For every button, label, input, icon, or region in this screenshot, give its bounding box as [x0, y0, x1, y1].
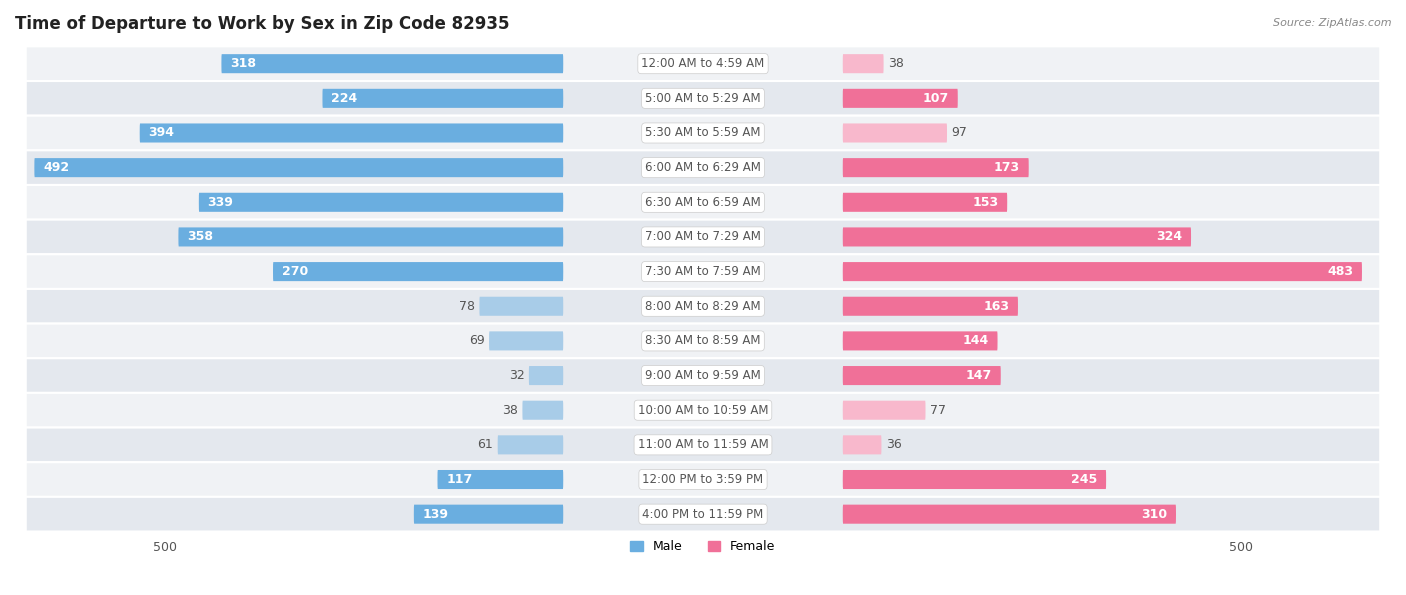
FancyBboxPatch shape [25, 428, 1381, 462]
Text: 144: 144 [963, 334, 988, 347]
Text: 324: 324 [1156, 230, 1182, 243]
Text: 117: 117 [446, 473, 472, 486]
FancyBboxPatch shape [498, 436, 564, 455]
Text: Source: ZipAtlas.com: Source: ZipAtlas.com [1274, 18, 1392, 28]
FancyBboxPatch shape [842, 505, 1175, 524]
FancyBboxPatch shape [139, 123, 564, 143]
FancyBboxPatch shape [479, 297, 564, 316]
FancyBboxPatch shape [842, 158, 1029, 177]
Text: 6:30 AM to 6:59 AM: 6:30 AM to 6:59 AM [645, 196, 761, 209]
FancyBboxPatch shape [25, 393, 1381, 428]
Text: 9:00 AM to 9:59 AM: 9:00 AM to 9:59 AM [645, 369, 761, 382]
FancyBboxPatch shape [273, 262, 564, 281]
Text: 153: 153 [973, 196, 998, 209]
Text: 358: 358 [187, 230, 212, 243]
Text: 12:00 PM to 3:59 PM: 12:00 PM to 3:59 PM [643, 473, 763, 486]
FancyBboxPatch shape [25, 324, 1381, 358]
FancyBboxPatch shape [523, 400, 564, 419]
Text: 8:30 AM to 8:59 AM: 8:30 AM to 8:59 AM [645, 334, 761, 347]
Text: 394: 394 [148, 127, 174, 139]
FancyBboxPatch shape [842, 331, 997, 350]
FancyBboxPatch shape [842, 54, 883, 73]
FancyBboxPatch shape [25, 185, 1381, 220]
Text: 147: 147 [966, 369, 993, 382]
Text: 139: 139 [422, 508, 449, 521]
Text: 163: 163 [983, 300, 1010, 313]
FancyBboxPatch shape [842, 89, 957, 108]
Text: 310: 310 [1142, 508, 1167, 521]
Text: 5:00 AM to 5:29 AM: 5:00 AM to 5:29 AM [645, 92, 761, 105]
Text: 38: 38 [889, 57, 904, 70]
FancyBboxPatch shape [842, 366, 1001, 385]
FancyBboxPatch shape [529, 366, 564, 385]
FancyBboxPatch shape [25, 220, 1381, 254]
FancyBboxPatch shape [25, 497, 1381, 531]
FancyBboxPatch shape [179, 227, 564, 246]
Text: 7:30 AM to 7:59 AM: 7:30 AM to 7:59 AM [645, 265, 761, 278]
FancyBboxPatch shape [842, 227, 1191, 246]
Text: 8:00 AM to 8:29 AM: 8:00 AM to 8:29 AM [645, 300, 761, 313]
Text: 224: 224 [330, 92, 357, 105]
Text: Time of Departure to Work by Sex in Zip Code 82935: Time of Departure to Work by Sex in Zip … [15, 15, 509, 33]
Text: 339: 339 [208, 196, 233, 209]
FancyBboxPatch shape [25, 289, 1381, 324]
Text: 5:30 AM to 5:59 AM: 5:30 AM to 5:59 AM [645, 127, 761, 139]
Text: 32: 32 [509, 369, 524, 382]
Text: 78: 78 [460, 300, 475, 313]
Text: 173: 173 [994, 161, 1021, 174]
Text: 77: 77 [929, 404, 946, 416]
Text: 483: 483 [1327, 265, 1354, 278]
FancyBboxPatch shape [842, 193, 1007, 212]
FancyBboxPatch shape [221, 54, 564, 73]
FancyBboxPatch shape [25, 46, 1381, 81]
FancyBboxPatch shape [842, 400, 925, 419]
Text: 4:00 PM to 11:59 PM: 4:00 PM to 11:59 PM [643, 508, 763, 521]
FancyBboxPatch shape [25, 151, 1381, 185]
FancyBboxPatch shape [25, 358, 1381, 393]
Text: 245: 245 [1071, 473, 1098, 486]
FancyBboxPatch shape [489, 331, 564, 350]
FancyBboxPatch shape [842, 262, 1362, 281]
FancyBboxPatch shape [842, 436, 882, 455]
Text: 12:00 AM to 4:59 AM: 12:00 AM to 4:59 AM [641, 57, 765, 70]
FancyBboxPatch shape [34, 158, 564, 177]
Text: 107: 107 [922, 92, 949, 105]
FancyBboxPatch shape [198, 193, 564, 212]
FancyBboxPatch shape [25, 462, 1381, 497]
FancyBboxPatch shape [322, 89, 564, 108]
Text: 11:00 AM to 11:59 AM: 11:00 AM to 11:59 AM [638, 439, 768, 452]
FancyBboxPatch shape [413, 505, 564, 524]
Text: 6:00 AM to 6:29 AM: 6:00 AM to 6:29 AM [645, 161, 761, 174]
Text: 97: 97 [952, 127, 967, 139]
Text: 38: 38 [502, 404, 517, 416]
FancyBboxPatch shape [842, 297, 1018, 316]
Text: 10:00 AM to 10:59 AM: 10:00 AM to 10:59 AM [638, 404, 768, 416]
Text: 7:00 AM to 7:29 AM: 7:00 AM to 7:29 AM [645, 230, 761, 243]
Text: 492: 492 [44, 161, 69, 174]
Text: 270: 270 [281, 265, 308, 278]
FancyBboxPatch shape [842, 470, 1107, 489]
FancyBboxPatch shape [25, 115, 1381, 151]
FancyBboxPatch shape [25, 254, 1381, 289]
Text: 61: 61 [478, 439, 494, 452]
FancyBboxPatch shape [25, 81, 1381, 115]
Text: 69: 69 [470, 334, 485, 347]
Text: 318: 318 [231, 57, 256, 70]
FancyBboxPatch shape [842, 123, 948, 143]
FancyBboxPatch shape [437, 470, 564, 489]
Text: 36: 36 [886, 439, 901, 452]
Legend: Male, Female: Male, Female [626, 536, 780, 558]
